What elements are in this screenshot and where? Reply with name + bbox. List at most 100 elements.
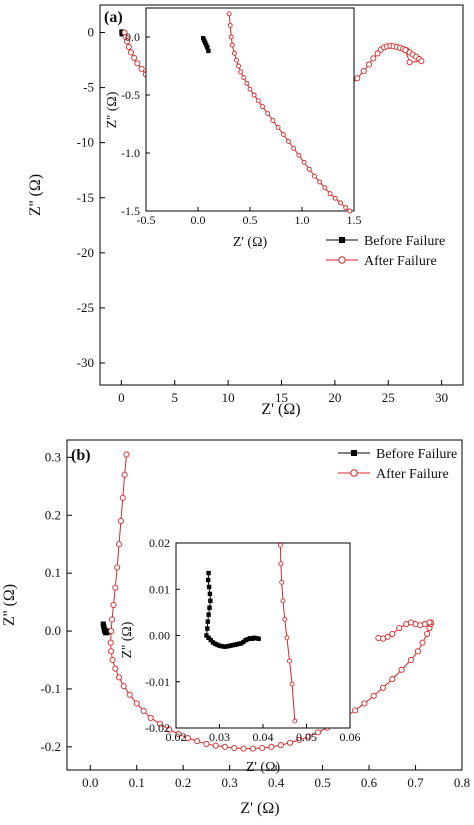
panel-b-x-tick-label: 0.7	[407, 775, 424, 790]
panel-a-x-tick-label: 30	[435, 390, 448, 405]
panel-b-frame	[66, 439, 463, 771]
legend-b-after-marker	[350, 469, 358, 477]
panel-a-inset-x-tick-label: 0.0	[191, 213, 206, 227]
panel-b-after-failure-point	[424, 630, 431, 637]
panel-a-after-failure-point	[365, 61, 373, 68]
panel-b-inset-after-failure-point	[277, 542, 283, 548]
panel-b-legend: Before Failure After Failure	[338, 447, 457, 482]
panel-b-after-failure-point	[166, 726, 173, 733]
panel-b-ticks: 0.0 0.1 0.2 0.3 0.4 0.5 0.6 0.7 0.8 -0.2 -0.1 0.0 0.…	[40, 449, 470, 790]
panel-b-inset-after-failure-point	[284, 635, 290, 641]
panel-a-inset-after-failure-point	[301, 159, 307, 165]
panel-a-after-failure-point	[125, 43, 132, 50]
panel-b-after-failure-point	[126, 691, 133, 698]
panel-b-after-failure-point	[156, 720, 163, 727]
panel-a-inset-after-failure-point	[228, 34, 234, 40]
panel-a-inset-after-failure-point	[327, 191, 333, 197]
panel-a-y-tick-label: -5	[83, 80, 94, 95]
panel-b-inset-y-tick-label: 0.00	[149, 629, 170, 643]
panel-b-inset-background	[176, 543, 350, 728]
panel-b-inset-plot-area	[204, 542, 298, 724]
panel-b-y-tick-label: -0.2	[40, 739, 61, 754]
panel-b-after-failure-point	[403, 621, 410, 628]
panel-a-inset-after-failure-point	[275, 125, 281, 130]
panel-b-inset-before-failure-point	[206, 584, 212, 590]
panel-a-y-tick-label: -10	[77, 135, 94, 150]
panel-a-inset-after-failure-point	[332, 195, 338, 201]
panel-a-after-failure-point	[402, 47, 409, 54]
panel-a-inset-ticks: -0.5 0.0 0.5 1.0 1.5 0.0 -0.5 -1.0 -1.5	[121, 30, 362, 227]
panel-a-inset-before-failure-point	[206, 48, 211, 54]
panel-b-inset-before-failure-point	[206, 635, 211, 641]
panel-b-inset-x-axis-label: Z' (Ω)	[246, 760, 281, 775]
panel-a-inset-before-failure-point	[202, 38, 207, 43]
legend-a-before-label: Before Failure	[364, 234, 445, 249]
panel-a-after-failure-point	[127, 49, 135, 56]
panel-b-after-failure-point	[147, 714, 154, 721]
panel-a-inset-after-failure-point	[317, 179, 323, 185]
panel-b-after-failure-point	[296, 736, 303, 743]
legend-b-before-label: Before Failure	[376, 447, 457, 462]
panel-a-inset-after-failure-point	[227, 22, 233, 28]
panel-a-after-failure-point	[134, 60, 141, 67]
panel-b-after-failure-point	[110, 601, 117, 609]
legend-a-after-label: After Failure	[364, 254, 437, 269]
panel-b-y-tick-label: 0.1	[45, 565, 61, 580]
panel-b-after-failure-point	[112, 665, 119, 672]
panel-b-plot-area	[100, 451, 434, 752]
panel-a-after-failure-point	[131, 54, 138, 61]
panel-a-inset-after-failure-point	[270, 118, 276, 123]
panel-a-inset-after-failure-point	[234, 57, 239, 63]
panel-b-inset-x-tick-label: 0.02	[166, 730, 187, 744]
panel-b-after-failure-point	[268, 743, 275, 750]
legend-a-before-marker	[339, 237, 345, 243]
panel-b-after-failure-point	[212, 742, 219, 749]
panel-a-inset-after-failure-point	[291, 145, 297, 151]
panel-a-inset-after-failure-point	[238, 69, 244, 75]
panel-b-inset-before-failure-point	[205, 577, 211, 583]
panel-a-inset-after-failure-point	[286, 138, 291, 144]
panel-b-after-failure-point	[305, 733, 312, 740]
panel-a-x-tick-label: 5	[171, 390, 178, 405]
panel-b-inset-y-tick-label: 0.01	[149, 582, 170, 596]
panel-a-inset-y-tick-label: -1.5	[121, 204, 140, 218]
panel-b-inset-y-tick-label: -0.01	[145, 675, 170, 689]
panel-a-x-tick-label: 10	[222, 390, 235, 405]
panel-a-y-tick-label: -20	[77, 245, 94, 260]
panel-b-x-tick-label: 0.0	[82, 775, 98, 790]
panel-b-after-failure-point	[115, 541, 123, 548]
panel-b-y-tick-label: -0.1	[40, 681, 61, 696]
panel-b-after-failure-point	[398, 666, 405, 673]
panel-b-after-failure-point	[389, 630, 396, 637]
panel-b-inset-x-tick-label: 0.04	[253, 730, 274, 744]
panel-b-inset-after-failure-point	[279, 579, 285, 585]
panel-b-inset-before-failure-point	[256, 636, 261, 641]
panel-b-after-failure-point	[175, 731, 182, 738]
legend-a-after-marker	[338, 256, 346, 264]
panel-a-inset-after-failure-point	[226, 11, 232, 17]
panel-a-inset-x-tick-label: 0.5	[243, 213, 258, 227]
panel-a-after-failure-point	[370, 55, 377, 62]
panel-a-inset-x-tick-label: 1.5	[347, 213, 362, 227]
panel-b-inset-before-failure-point	[208, 598, 213, 604]
panel-b-inset-before-failure-point	[205, 619, 210, 624]
panel-a-inset-after-failure-point	[260, 104, 265, 110]
panel-a-x-tick-label: 15	[275, 390, 288, 405]
panel-a-inset-after-failure-point	[306, 166, 312, 172]
panel-a-inset-after-failure-point	[231, 50, 237, 56]
panel-a-inset-plot-area	[201, 11, 353, 214]
panel-a-inset-x-tick-label: 1.0	[295, 213, 310, 227]
panel-a-inset-after-failure-point	[229, 42, 235, 48]
panel-b-after-failure-point	[240, 745, 247, 752]
panel-a-inset-after-failure-point	[312, 173, 317, 179]
panel-b-x-tick-label: 0.5	[314, 775, 330, 790]
panel-b-inset-after-failure-point	[287, 658, 292, 664]
panel-b-inset-ticks: 0.02 0.03 0.04 0.05 0.06 -0.02 -0.01 0.00 0.01 0.…	[145, 536, 361, 744]
panel-b-y-tick-label: 0.2	[45, 507, 61, 522]
panel-a-inset-x-axis-label: Z' (Ω)	[233, 235, 268, 250]
panel-b-after-failure-point	[414, 648, 421, 655]
panel-b-inset-after-failure-point	[292, 718, 298, 724]
panel-b-after-failure-point	[221, 743, 229, 750]
panel-b-after-failure-point	[231, 744, 238, 752]
